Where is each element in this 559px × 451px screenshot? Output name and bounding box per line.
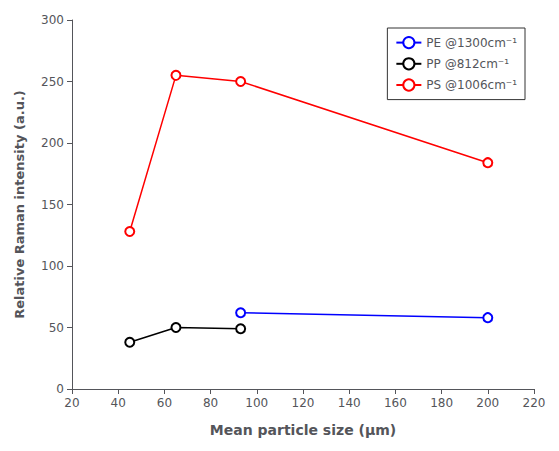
svg-text:150: 150 xyxy=(41,198,64,212)
svg-text:PS @1006cm⁻¹: PS @1006cm⁻¹ xyxy=(426,78,517,92)
svg-text:220: 220 xyxy=(523,396,546,410)
svg-text:250: 250 xyxy=(41,75,64,89)
svg-text:180: 180 xyxy=(430,396,453,410)
svg-text:PP @812cm⁻¹: PP @812cm⁻¹ xyxy=(426,57,509,71)
svg-text:Relative Raman intensity (a.u.: Relative Raman intensity (a.u.) xyxy=(12,90,27,319)
svg-text:120: 120 xyxy=(292,396,315,410)
svg-text:300: 300 xyxy=(41,13,64,27)
svg-text:PE @1300cm⁻¹: PE @1300cm⁻¹ xyxy=(426,36,517,50)
svg-text:200: 200 xyxy=(41,136,64,150)
svg-text:60: 60 xyxy=(157,396,172,410)
svg-text:20: 20 xyxy=(64,396,79,410)
svg-text:200: 200 xyxy=(476,396,499,410)
svg-text:Mean particle size (μm): Mean particle size (μm) xyxy=(210,422,396,438)
svg-text:160: 160 xyxy=(384,396,407,410)
svg-text:50: 50 xyxy=(49,321,64,335)
svg-text:0: 0 xyxy=(56,382,64,396)
svg-text:100: 100 xyxy=(245,396,268,410)
svg-text:80: 80 xyxy=(203,396,218,410)
svg-text:100: 100 xyxy=(41,259,64,273)
svg-text:140: 140 xyxy=(338,396,361,410)
svg-text:40: 40 xyxy=(111,396,126,410)
